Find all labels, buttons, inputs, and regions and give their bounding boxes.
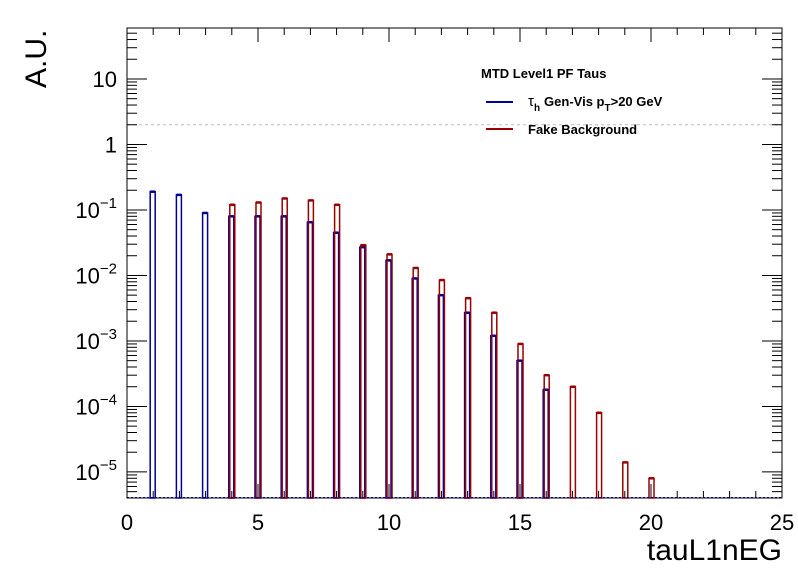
y-tick-label-base: 10 xyxy=(75,329,99,354)
signal-bar xyxy=(201,212,209,499)
legend-tau-symbol: τ xyxy=(528,93,534,110)
background-bar xyxy=(543,374,550,499)
x-tick-label: 0 xyxy=(121,510,133,535)
y-axis-title: A.U. xyxy=(20,30,53,88)
legend-tau-subscript: h xyxy=(534,103,540,114)
x-axis-title: tauL1nEG xyxy=(647,534,782,567)
signal-bar xyxy=(149,190,156,499)
y-tick-label-exponent: −4 xyxy=(100,391,117,408)
background-bar xyxy=(360,244,367,499)
x-tick-label: 5 xyxy=(252,510,264,535)
background-bar xyxy=(333,204,341,499)
x-tick-labels: 0 5 10 15 20 25 xyxy=(121,510,794,535)
y-tick-label: 1 xyxy=(105,132,117,157)
y-tick-label: 10−4 xyxy=(75,391,117,419)
background-bar xyxy=(386,253,393,499)
background-bar xyxy=(438,279,446,499)
y-tick-label: 10−3 xyxy=(75,326,117,354)
y-tick-label-base: 1 xyxy=(105,132,117,157)
y-tick-label-exponent: −2 xyxy=(100,260,117,277)
background-bar xyxy=(517,343,524,499)
legend-title: MTD Level1 PF Taus xyxy=(481,66,606,81)
y-tick-label: 10 xyxy=(93,67,117,92)
bars-layer xyxy=(127,190,782,499)
x-tick-label: 15 xyxy=(508,510,532,535)
y-tick-label-base: 10 xyxy=(75,198,99,223)
x-tick-label: 10 xyxy=(377,510,401,535)
background-bar xyxy=(595,412,603,499)
legend-signal-text-tail: >20 GeV xyxy=(611,94,663,109)
y-tick-label: 10−2 xyxy=(75,260,117,288)
legend-pt-subscript: T xyxy=(605,103,611,114)
background-bar xyxy=(255,201,262,499)
background-bar xyxy=(281,197,288,499)
background-bar xyxy=(464,297,472,499)
background-bar xyxy=(307,199,315,499)
background-bar xyxy=(569,385,577,499)
signal-bar xyxy=(175,194,183,499)
x-axis-ticks xyxy=(126,28,783,498)
y-axis-ticks xyxy=(127,27,782,499)
x-tick-label: 25 xyxy=(770,510,794,535)
legend: MTD Level1 PF Taus τh Gen-Vis pT>20 GeV F… xyxy=(481,66,663,137)
legend-label-signal: τh Gen-Vis pT>20 GeV xyxy=(528,93,663,114)
background-bar xyxy=(491,311,498,499)
y-tick-label-exponent: −5 xyxy=(100,457,117,474)
y-tick-label-base: 10 xyxy=(75,460,99,485)
legend-signal-text: Gen-Vis p xyxy=(544,94,605,109)
y-tick-label-base: 10 xyxy=(75,394,99,419)
y-tick-label-base: 10 xyxy=(93,67,117,92)
y-tick-label-base: 10 xyxy=(75,263,99,288)
y-tick-label-exponent: −1 xyxy=(100,195,117,212)
background-bar xyxy=(412,267,419,499)
y-tick-label-exponent: −3 xyxy=(100,326,117,343)
legend-label-background: Fake Background xyxy=(528,122,637,137)
y-tick-label: 10−5 xyxy=(75,457,117,485)
y-tick-label: 10−1 xyxy=(75,195,117,223)
x-tick-label: 20 xyxy=(639,510,663,535)
background-bar xyxy=(229,204,236,499)
plot-frame xyxy=(126,27,783,499)
